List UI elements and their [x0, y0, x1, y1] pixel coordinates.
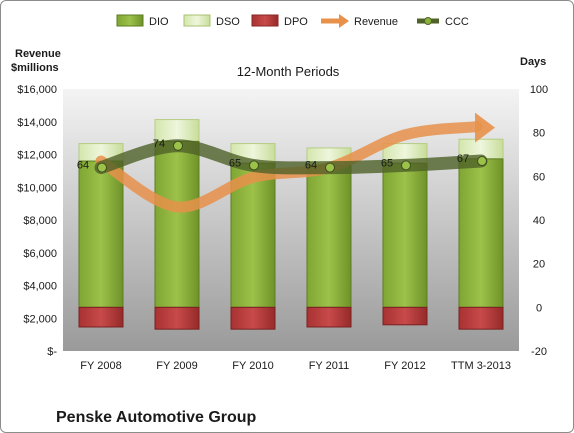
ccc-series: 64 74 65 64 65 67	[77, 138, 488, 175]
left-tick-label: $8,000	[23, 215, 57, 227]
right-tick-label: -20	[531, 346, 547, 358]
right-tick-label: 80	[533, 128, 545, 140]
right-tick-label: 60	[533, 171, 545, 183]
ccc-point	[173, 140, 183, 151]
left-tick-label: $2,000	[23, 313, 57, 325]
ccc-data-label: 65	[381, 157, 393, 169]
bar-dpo	[382, 306, 428, 326]
right-axis-ticks: -20 0 20 40 60 80 100	[530, 84, 548, 358]
legend-swatch-dpo	[251, 14, 279, 27]
left-tick-label: $4,000	[23, 281, 57, 293]
bar-dpo	[78, 306, 124, 328]
ccc-data-label: 67	[457, 153, 469, 165]
ccc-data-label: 64	[77, 160, 89, 172]
right-tick-label: 100	[530, 84, 548, 96]
left-tick-label: $-	[47, 346, 57, 358]
legend-swatch-dso	[183, 14, 211, 27]
ccc-data-label: 74	[153, 138, 165, 150]
legend-swatch-ccc	[417, 17, 439, 25]
x-tick-label: FY 2008	[80, 360, 121, 372]
ccc-data-label: 65	[229, 157, 241, 169]
x-tick-label: FY 2012	[384, 360, 425, 372]
legend-label-revenue: Revenue	[354, 16, 398, 28]
x-tick-label: FY 2010	[232, 360, 273, 372]
left-axis-ticks: $- $2,000 $4,000 $6,000 $8,000 $10,000 $12,000…	[17, 84, 57, 358]
bar-dio	[458, 158, 504, 308]
left-tick-label: $16,000	[17, 84, 57, 96]
right-tick-label: 40	[533, 215, 545, 227]
left-tick-label: $14,000	[17, 117, 57, 129]
left-tick-label: $6,000	[23, 248, 57, 260]
ccc-point	[401, 160, 411, 171]
legend-label-dso: DSO	[216, 16, 240, 28]
bar-dpo	[458, 306, 504, 330]
bar-dpo	[154, 306, 200, 330]
bar-dio	[78, 160, 124, 308]
legend-swatch-dio	[116, 14, 144, 27]
left-tick-label: $10,000	[17, 182, 57, 194]
left-axis-title-line2: $millions	[11, 62, 59, 74]
x-tick-label: TTM 3-2013	[451, 360, 511, 372]
left-axis-title-line1: Revenue	[15, 48, 61, 60]
legend: DIO DSO DPO Revenue CCC	[116, 14, 469, 28]
company-name: Penske Automotive Group	[56, 409, 257, 426]
revenue-arrowhead	[475, 112, 495, 143]
bar-dio	[154, 140, 200, 308]
bar-dpo	[306, 306, 352, 328]
ccc-point	[249, 160, 259, 171]
bar-dio	[382, 162, 428, 308]
ccc-data-label: 64	[305, 160, 317, 172]
legend-label-dpo: DPO	[284, 16, 308, 28]
bar-dpo	[230, 306, 276, 330]
legend-label-ccc: CCC	[445, 16, 469, 28]
ccc-point	[97, 162, 107, 173]
x-tick-label: FY 2009	[156, 360, 197, 372]
right-tick-label: 20	[533, 259, 545, 271]
bar-dio	[306, 164, 352, 308]
x-tick-label: FY 2011	[309, 360, 350, 372]
legend-label-dio: DIO	[149, 16, 169, 28]
left-tick-label: $12,000	[17, 150, 57, 162]
x-axis-labels: FY 2008 FY 2009 FY 2010 FY 2011 FY 2012 TTM 3…	[80, 360, 511, 372]
right-axis-title: Days	[520, 56, 546, 68]
ccc-point	[477, 156, 487, 167]
chart-title: 12-Month Periods	[237, 64, 340, 79]
ccc-point	[325, 162, 335, 173]
right-tick-label: 0	[536, 302, 542, 314]
legend-swatch-revenue	[321, 14, 349, 28]
